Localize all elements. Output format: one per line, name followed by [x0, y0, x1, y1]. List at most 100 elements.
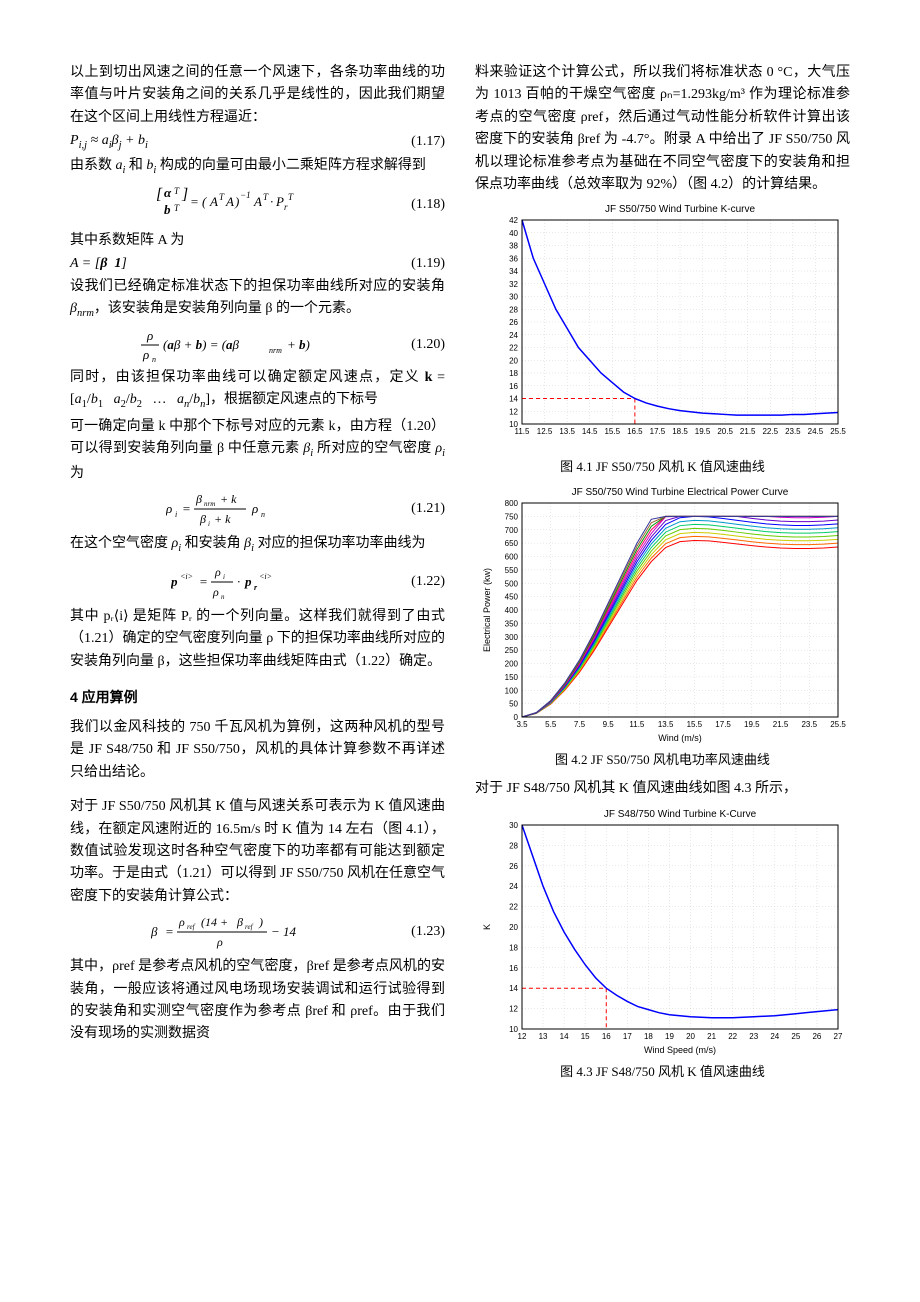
svg-text:100: 100 — [504, 687, 518, 696]
svg-text:750: 750 — [504, 513, 518, 522]
svg-text:42: 42 — [509, 216, 518, 225]
svg-text:Wind Speed (m/s): Wind Speed (m/s) — [643, 1045, 715, 1055]
svg-text:50: 50 — [509, 700, 518, 709]
svg-text:ref: ref — [187, 923, 196, 931]
svg-text:400: 400 — [504, 606, 518, 615]
svg-text:ρ: ρ — [214, 565, 221, 579]
para: 在这个空气密度 ρi 和安装角 βi 对应的担保功率功率曲线为 — [70, 533, 445, 558]
svg-text:T: T — [288, 192, 294, 202]
svg-text:T: T — [174, 203, 180, 213]
svg-text:β: β — [199, 512, 206, 526]
svg-text:b: b — [164, 202, 171, 217]
svg-text:=: = — [199, 574, 208, 589]
para: 料来验证这个计算公式，所以我们将标准状态 0 °C，大气压为 1013 百帕的干… — [475, 62, 850, 196]
svg-text:40: 40 — [509, 229, 518, 238]
svg-text:i: i — [175, 510, 177, 519]
svg-text:n: n — [261, 510, 265, 519]
svg-text:−1: −1 — [240, 190, 251, 200]
svg-text:10: 10 — [509, 420, 518, 429]
svg-text:n: n — [221, 593, 225, 601]
svg-text:12: 12 — [509, 1004, 518, 1013]
svg-text:20.5: 20.5 — [717, 427, 733, 436]
para: 可一确定向量 k 中那个下标号对应的元素 k，由方程（1.20）可以得到安装角列… — [70, 416, 445, 485]
svg-text:14: 14 — [509, 395, 518, 404]
svg-text:15.5: 15.5 — [686, 720, 702, 729]
svg-text:16: 16 — [509, 382, 518, 391]
svg-text:23.5: 23.5 — [785, 427, 801, 436]
svg-text:P: P — [275, 194, 284, 209]
svg-text:ρ: ρ — [178, 915, 185, 929]
svg-text:13.5: 13.5 — [559, 427, 575, 436]
para: 其中系数矩阵 A 为 — [70, 230, 445, 252]
svg-text:nrm: nrm — [269, 346, 282, 355]
svg-text:24.5: 24.5 — [807, 427, 823, 436]
frac-eq-icon: ρ ρ n (aβ + b) = (aβ nrm + b) — [141, 327, 341, 363]
svg-text:ρ: ρ — [166, 501, 172, 516]
svg-text:10: 10 — [509, 1025, 518, 1034]
svg-text:nrm: nrm — [204, 500, 215, 508]
equation-1-19: A = [β 1] (1.19) — [70, 256, 445, 272]
svg-text:3.5: 3.5 — [516, 720, 528, 729]
svg-text:n: n — [152, 355, 156, 363]
svg-text:22: 22 — [509, 344, 518, 353]
svg-text:600: 600 — [504, 553, 518, 562]
svg-text:=: = — [165, 924, 174, 939]
svg-text:14: 14 — [559, 1032, 568, 1041]
svg-text:800: 800 — [504, 499, 518, 508]
chart-4-3: 1213141516171819202122232425262710121416… — [475, 807, 850, 1057]
svg-text:16: 16 — [509, 964, 518, 973]
svg-text:27: 27 — [833, 1032, 842, 1041]
svg-text:250: 250 — [504, 646, 518, 655]
svg-text:20: 20 — [509, 357, 518, 366]
svg-text:30: 30 — [509, 293, 518, 302]
svg-text:β: β — [195, 492, 202, 506]
svg-text:p: p — [171, 574, 178, 589]
svg-text:17.5: 17.5 — [649, 427, 665, 436]
chart-caption: 图 4.3 JF S48/750 风机 K 值风速曲线 — [475, 1061, 850, 1080]
svg-text:Wind (m/s): Wind (m/s) — [658, 733, 702, 743]
svg-text:28: 28 — [509, 841, 518, 850]
para: 由系数 ai 和 bi 构成的向量可由最小二乘矩阵方程求解得到 — [70, 155, 445, 180]
matrix-eq-icon: [ α T b T ] = ( A T A ) −1 A T · P r — [156, 184, 326, 226]
equation-1-23: β = ρ ref (14 + β ref ) ρ − 14 (1.23) — [70, 912, 445, 952]
svg-text:13: 13 — [538, 1032, 547, 1041]
svg-text:(aβ + b) = (aβ: (aβ + b) = (aβ — [163, 337, 240, 352]
svg-text:JF S50/750 Wind Turbine Electr: JF S50/750 Wind Turbine Electrical Power… — [571, 487, 788, 498]
svg-text:18: 18 — [509, 943, 518, 952]
svg-text:ρ: ρ — [146, 328, 153, 343]
chart-4-1: 11.512.513.514.515.516.517.518.519.520.5… — [475, 202, 850, 452]
svg-text:K: K — [482, 924, 492, 930]
left-column: 以上到切出风速之间的任意一个风速下，各条功率曲线的功率值与叶片安装角之间的关系几… — [70, 60, 445, 1090]
svg-text:]: ] — [181, 186, 188, 203]
right-column: 料来验证这个计算公式，所以我们将标准状态 0 °C，大气压为 1013 百帕的干… — [475, 60, 850, 1090]
svg-text:25: 25 — [791, 1032, 800, 1041]
svg-text:p: p — [244, 574, 252, 589]
svg-text:550: 550 — [504, 566, 518, 575]
svg-text:Electrical Power (kw): Electrical Power (kw) — [482, 568, 492, 652]
svg-text:r: r — [284, 202, 288, 212]
svg-text:14: 14 — [509, 984, 518, 993]
svg-text:7.5: 7.5 — [573, 720, 585, 729]
para: 设我们已经确定标准状态下的担保功率曲线所对应的安装角 βnrm，该安装角是安装角… — [70, 276, 445, 323]
svg-text:23.5: 23.5 — [801, 720, 817, 729]
equation-1-21: ρ i = β nrm + k β i + k ρ n (1.21) — [70, 489, 445, 529]
svg-text:32: 32 — [509, 280, 518, 289]
frac-eq-icon: p <i> = ρ i ρ n · p r <i> — [171, 562, 311, 602]
svg-text:ρ: ρ — [251, 501, 258, 516]
svg-text:A: A — [253, 194, 262, 209]
svg-text:A: A — [225, 194, 234, 209]
svg-text:A: A — [209, 194, 218, 209]
svg-text:+ k: + k — [214, 512, 231, 526]
svg-text:20: 20 — [509, 923, 518, 932]
svg-text:i: i — [208, 520, 210, 528]
svg-text:β: β — [236, 915, 243, 929]
svg-text:[: [ — [156, 186, 163, 203]
svg-text:16.5: 16.5 — [627, 427, 643, 436]
svg-text:19.5: 19.5 — [744, 720, 760, 729]
svg-text:15: 15 — [580, 1032, 589, 1041]
svg-text:·: · — [270, 194, 273, 209]
svg-text:28: 28 — [509, 306, 518, 315]
svg-text:26: 26 — [812, 1032, 821, 1041]
svg-text:36: 36 — [509, 255, 518, 264]
svg-text:=: = — [182, 501, 191, 516]
